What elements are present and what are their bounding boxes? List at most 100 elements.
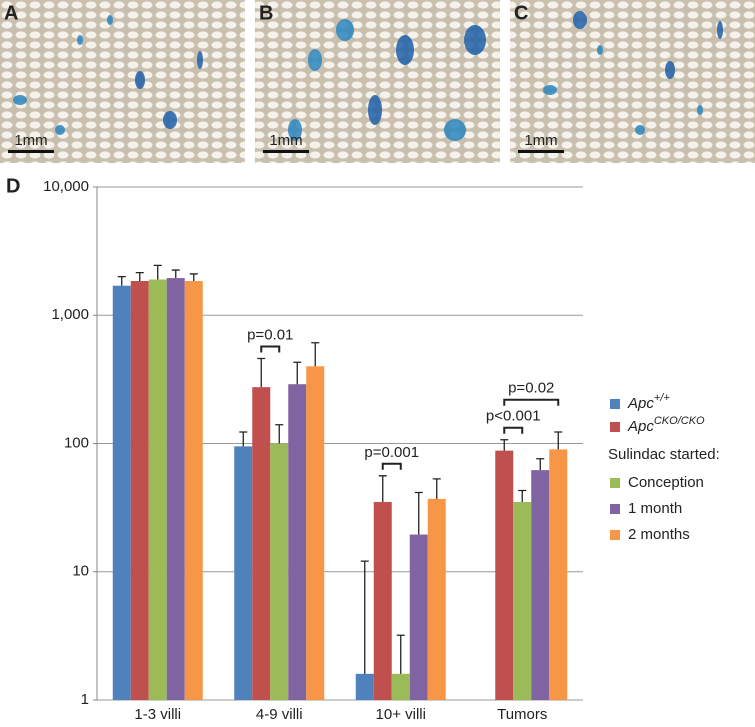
bar [184, 280, 203, 700]
x-tick-label: 4-9 villi [256, 706, 303, 722]
bar [409, 534, 428, 700]
y-tick-label: 100 [64, 434, 89, 451]
error-bar [518, 489, 527, 502]
bar [130, 280, 149, 700]
stain [597, 45, 603, 55]
panel-letter: A [4, 2, 18, 24]
stain [368, 95, 382, 125]
error-bar [117, 275, 126, 286]
scale-bar [263, 150, 309, 153]
legend-superscript: +/+ [654, 392, 670, 404]
y-tick-label: 1,000 [51, 306, 89, 323]
legend-swatch [610, 530, 620, 540]
y-tick-label: 10,000 [43, 178, 89, 195]
error-bar [396, 634, 405, 674]
panel-letter: C [514, 2, 528, 24]
stain [55, 125, 65, 135]
bar [495, 450, 514, 700]
error-bar [378, 475, 387, 502]
legend-name: 2 months [628, 526, 690, 543]
y-tick-label: 10 [72, 563, 89, 580]
error-bar [293, 361, 302, 385]
legend-name: Apc [627, 395, 654, 412]
bar [148, 279, 167, 700]
annotation: p=0.001 [364, 444, 419, 461]
panel-letter: B [259, 2, 273, 24]
legend-label: 2 months [628, 526, 690, 543]
bar [112, 285, 131, 700]
scale-bar [8, 150, 54, 153]
legend-heading: Sulindac started: [608, 446, 720, 463]
error-bar [171, 269, 180, 279]
legend-label: Apc+/+ [627, 392, 670, 412]
x-tick-label: 1-3 villi [134, 706, 181, 722]
bar [373, 501, 392, 700]
image-panel: A 1mm [0, 0, 245, 163]
y-tick-label: 1 [81, 691, 89, 708]
image-panel: C 1mm [510, 0, 755, 163]
bar [166, 278, 185, 700]
error-bar [135, 271, 144, 281]
micrograph [510, 0, 755, 163]
error-bar [500, 439, 509, 451]
scale-label: 1mm [269, 132, 302, 149]
bar [513, 501, 532, 700]
bar [549, 449, 568, 700]
scale-label: 1mm [14, 132, 47, 149]
error-bar [432, 478, 441, 499]
bracket [503, 426, 524, 434]
error-bar [189, 273, 198, 281]
bar [288, 384, 307, 700]
annotation: p=0.02 [508, 380, 554, 397]
scale-label: 1mm [524, 132, 557, 149]
stain [107, 15, 113, 25]
annotation: p=0.01 [247, 326, 293, 343]
legend-name: 1 month [628, 500, 682, 517]
stain [197, 51, 203, 69]
stain [13, 95, 27, 105]
bar [270, 443, 289, 700]
bar [427, 498, 446, 700]
stain [697, 105, 703, 115]
stain [717, 21, 723, 39]
stain [444, 119, 466, 141]
stain [635, 125, 645, 135]
bar [306, 366, 325, 700]
legend-label: ApcCKO/CKO [627, 415, 705, 435]
error-bar [360, 560, 369, 674]
bracket [381, 462, 402, 470]
stain [543, 85, 557, 95]
stain [464, 25, 486, 55]
error-bar [257, 357, 266, 388]
x-tick-label: Tumors [497, 706, 547, 722]
legend-swatch [610, 504, 620, 514]
legend-name: Conception [628, 474, 704, 491]
annotation: p<0.001 [486, 408, 541, 425]
legend-superscript: CKO/CKO [654, 415, 705, 427]
micrograph [0, 0, 245, 163]
error-bar [554, 431, 563, 450]
stain [163, 111, 177, 129]
panel-letter: D [6, 175, 20, 197]
stain [288, 119, 302, 141]
bracket [260, 345, 281, 353]
stain [308, 49, 322, 71]
stain [336, 19, 354, 41]
stain [77, 35, 83, 45]
legend-label: 1 month [628, 500, 682, 517]
stain [573, 11, 587, 29]
legend-swatch [610, 478, 620, 488]
error-bar [536, 458, 545, 471]
error-bar [311, 342, 320, 367]
bar [355, 673, 374, 700]
error-bar [414, 491, 423, 535]
error-bar [153, 264, 162, 280]
bracket [503, 398, 560, 406]
bar [252, 387, 271, 700]
stain [396, 35, 414, 65]
error-bar [275, 424, 284, 444]
legend-swatch [610, 399, 620, 409]
stain [665, 61, 675, 79]
legend-label: Conception [628, 474, 704, 491]
